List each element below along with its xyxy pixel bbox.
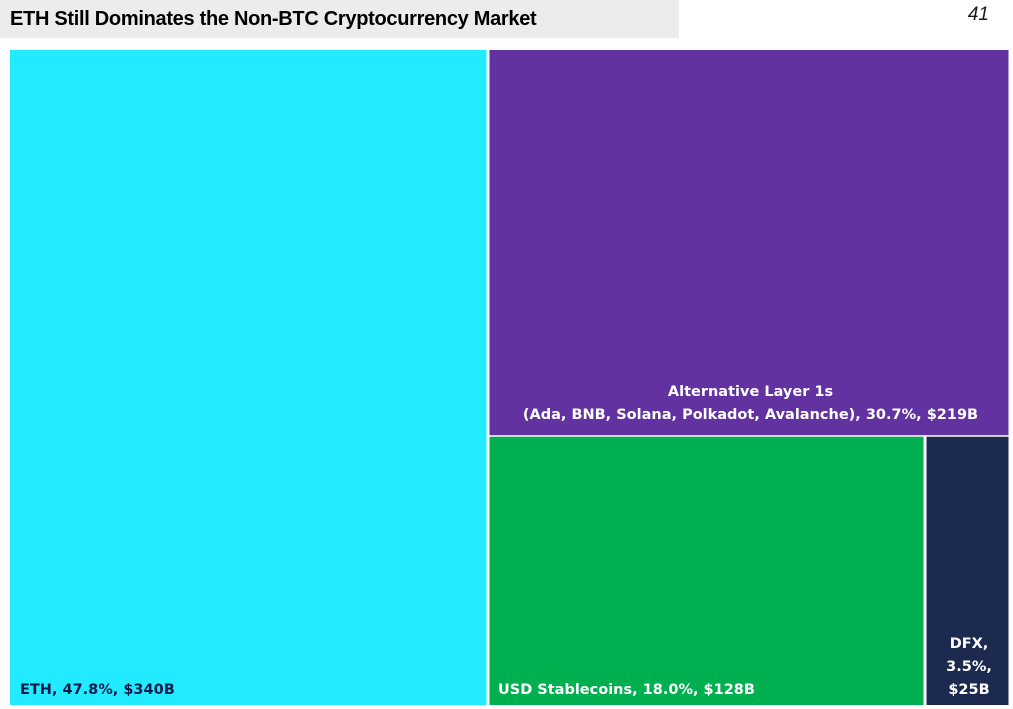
treemap-label-alternative-layer-1s-line-2: (Ada, BNB, Solana, Polkadot, Avalanche),…	[523, 407, 978, 423]
treemap-label-eth: ETH, 47.8%, $340B	[20, 682, 175, 698]
title-bar: ETH Still Dominates the Non-BTC Cryptocu…	[0, 0, 679, 38]
treemap-label-alternative-layer-1s-line-1: Alternative Layer 1s	[668, 384, 833, 400]
treemap-tile-dfx	[926, 436, 1009, 705]
page-number: 41	[967, 4, 989, 25]
treemap-tile-eth	[10, 50, 487, 705]
treemap-label-dfx-line-3: $25B	[948, 682, 989, 698]
treemap-tile-usd-stablecoins	[489, 436, 924, 705]
treemap-tile-alternative-layer-1s	[489, 50, 1009, 436]
treemap-label-usd-stablecoins: USD Stablecoins, 18.0%, $128B	[498, 682, 755, 698]
chart-title: ETH Still Dominates the Non-BTC Cryptocu…	[10, 7, 537, 30]
treemap-label-dfx-line-1: DFX,	[950, 636, 989, 652]
treemap-label-dfx-line-2: 3.5%,	[946, 659, 992, 675]
